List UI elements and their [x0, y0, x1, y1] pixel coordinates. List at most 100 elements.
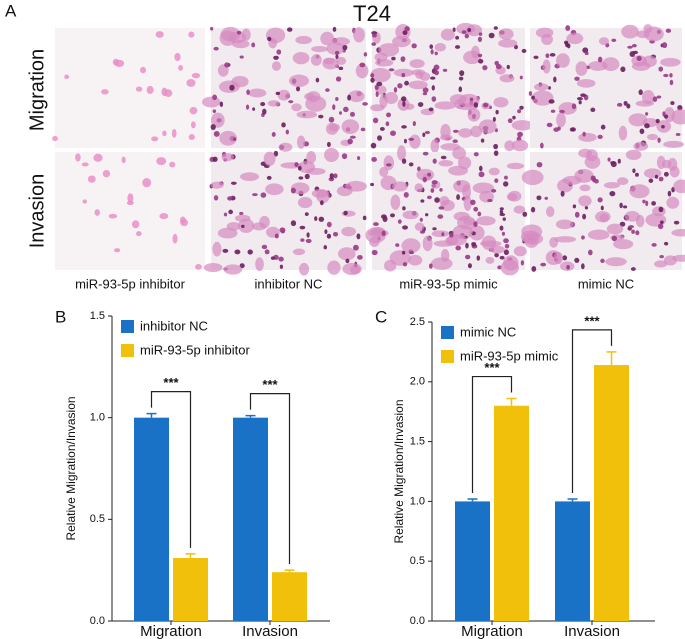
cell [578, 195, 592, 207]
cell [232, 137, 237, 141]
cell [290, 187, 296, 194]
cell [494, 178, 499, 183]
cell [521, 169, 544, 186]
cell [210, 181, 224, 189]
cell [503, 238, 509, 244]
cell [213, 195, 219, 201]
cell [469, 97, 474, 101]
cell [598, 37, 610, 45]
cell [588, 249, 593, 256]
cell [623, 100, 628, 106]
panel-label: B [55, 307, 66, 326]
cell [673, 220, 680, 225]
cell [280, 230, 285, 234]
cell [156, 157, 167, 166]
cell [247, 249, 253, 255]
bar [173, 557, 208, 621]
cell [521, 48, 527, 54]
cell [370, 182, 375, 187]
cell [553, 76, 557, 83]
cell [159, 213, 169, 220]
cell [442, 68, 448, 72]
cell [632, 50, 638, 55]
panel-title: T24 [353, 1, 391, 26]
cell [288, 74, 309, 87]
cell [575, 61, 588, 76]
cell [162, 130, 167, 137]
cell [639, 128, 645, 135]
cell [412, 120, 417, 127]
cell [480, 138, 485, 143]
cell [414, 222, 425, 231]
cell [533, 55, 539, 60]
cell [461, 30, 467, 34]
cell [430, 76, 436, 80]
cell [390, 130, 396, 136]
cell [169, 161, 176, 168]
cell [463, 195, 472, 211]
cell [234, 214, 251, 222]
cell [654, 260, 668, 268]
cell [252, 107, 256, 111]
cell [432, 227, 437, 231]
y-tick-label: 1.0 [90, 412, 105, 424]
cell [528, 91, 533, 96]
cell [322, 57, 339, 70]
cell [338, 111, 343, 115]
cell [335, 76, 342, 82]
cell [223, 212, 228, 217]
cell [511, 139, 529, 152]
cell [414, 183, 424, 193]
cell [636, 55, 642, 62]
cell [390, 213, 395, 218]
column-label: miR-93-5p inhibitor [75, 276, 185, 291]
cell [305, 95, 327, 112]
cell [600, 124, 606, 130]
cell [220, 26, 241, 42]
y-tick-label: 1.0 [410, 495, 425, 507]
cell [360, 127, 366, 132]
micrograph [55, 152, 205, 270]
cell [499, 213, 506, 217]
cell [411, 43, 417, 49]
cell [517, 131, 523, 137]
cell [455, 35, 460, 40]
cell [223, 264, 243, 275]
bar [233, 417, 268, 621]
cell [378, 43, 400, 57]
cell [359, 62, 366, 68]
cell [629, 184, 650, 199]
cell [564, 40, 569, 45]
cell [584, 206, 589, 210]
cell [636, 30, 650, 39]
cell [467, 263, 472, 269]
cell [458, 86, 463, 93]
cell [306, 232, 310, 238]
cell [395, 243, 400, 247]
bar [455, 501, 490, 621]
cell [345, 258, 350, 264]
cell [600, 258, 605, 264]
cell [390, 194, 401, 210]
cell [479, 240, 502, 247]
cell [560, 190, 565, 197]
cell [402, 262, 408, 267]
cell [663, 140, 684, 148]
cell [590, 107, 596, 113]
cell [531, 266, 537, 272]
cell [375, 91, 379, 98]
cell [338, 66, 344, 71]
column-label: mimic NC [578, 276, 634, 291]
cell [271, 132, 276, 137]
cell [296, 110, 318, 119]
cell [663, 73, 669, 78]
cell [356, 233, 361, 240]
cell [453, 179, 471, 193]
cell [403, 138, 407, 144]
cell [424, 130, 431, 135]
cell [430, 188, 435, 193]
cell [224, 62, 230, 68]
cell [310, 54, 322, 66]
cell [314, 216, 318, 221]
cell [202, 96, 221, 108]
